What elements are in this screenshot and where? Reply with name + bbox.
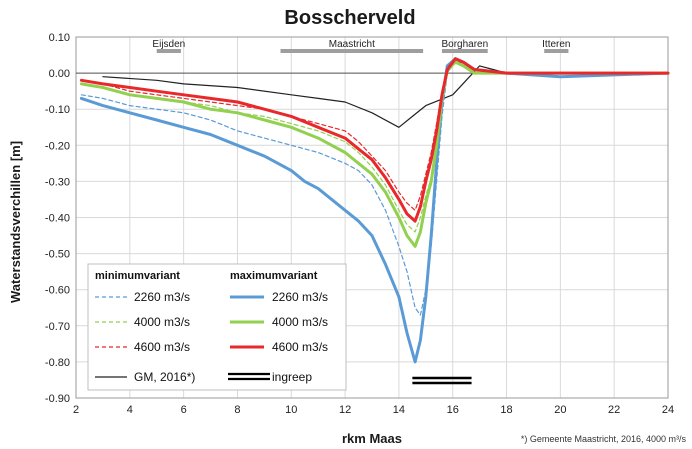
series-line	[79, 57, 670, 223]
y-tick-label: -0.20	[45, 140, 70, 152]
legend-label: 2260 m3/s	[134, 290, 190, 304]
legend-heading-max: maximumvariant	[230, 270, 318, 282]
x-tick-label: 14	[393, 404, 405, 416]
series-line	[80, 58, 669, 316]
y-tick-label: -0.30	[45, 176, 70, 188]
y-tick-label: 0.10	[49, 32, 70, 44]
plot-frame	[75, 36, 669, 399]
y-tick-label: 0.00	[49, 68, 70, 80]
legend-label: ingreep	[272, 370, 312, 384]
legend-label: 4000 m3/s	[134, 315, 190, 329]
y-axis-label: Waterstandsverchillen [m]	[8, 141, 23, 303]
chart-title: Bosscherveld	[284, 7, 415, 29]
place-label: Borgharen	[441, 39, 488, 50]
series-line	[80, 58, 669, 211]
x-axis-label: rkm Maas	[342, 431, 402, 446]
legend: minimumvariant maximumvariant 2260 m3/s 226…	[87, 263, 347, 391]
y-tick-label: -0.60	[45, 285, 70, 297]
y-tick-label: -0.80	[45, 357, 70, 369]
ingreep-marker	[412, 376, 472, 385]
legend-label: 4000 m3/s	[272, 315, 328, 329]
legend-box	[87, 263, 347, 391]
x-tick-label: 20	[554, 404, 566, 416]
x-tick-label: 2	[73, 404, 79, 416]
x-tick-label: 18	[500, 404, 512, 416]
y-tick-label: -0.90	[45, 393, 70, 405]
series-line	[102, 65, 669, 128]
y-tick-label: -0.40	[45, 213, 70, 225]
series-lines	[79, 57, 670, 364]
x-tick-label: 6	[181, 404, 187, 416]
x-tick-label: 8	[234, 404, 240, 416]
y-tick-label: -0.50	[45, 249, 70, 261]
y-tick-label: -0.70	[45, 321, 70, 333]
legend-label: GM, 2016*)	[134, 370, 195, 384]
legend-label: 4600 m3/s	[134, 340, 190, 354]
y-tick-label: -0.10	[45, 104, 70, 116]
footnote: *) Gemeente Maastricht, 2016, 4000 m³/s	[521, 434, 687, 444]
series-line	[79, 60, 670, 248]
legend-label: 2260 m3/s	[272, 290, 328, 304]
tick-labels: 2 4 6 8 10 12 14 16 18 20 22 240.100.00-0.10-0.20-0…	[45, 32, 674, 416]
place-label: Maastricht	[329, 39, 375, 50]
x-tick-label: 10	[285, 404, 297, 416]
x-tick-label: 12	[339, 404, 351, 416]
place-markers: Eijsden Maastricht Borgharen Itteren	[152, 39, 571, 53]
legend-label: 4600 m3/s	[272, 340, 328, 354]
series-line	[80, 61, 669, 233]
x-tick-label: 16	[447, 404, 459, 416]
place-label: Eijsden	[152, 39, 185, 50]
x-tick-label: 24	[662, 404, 674, 416]
place-label: Itteren	[542, 39, 570, 50]
legend-heading-min: minimumvariant	[95, 270, 180, 282]
x-tick-label: 22	[608, 404, 620, 416]
x-tick-label: 4	[127, 404, 133, 416]
